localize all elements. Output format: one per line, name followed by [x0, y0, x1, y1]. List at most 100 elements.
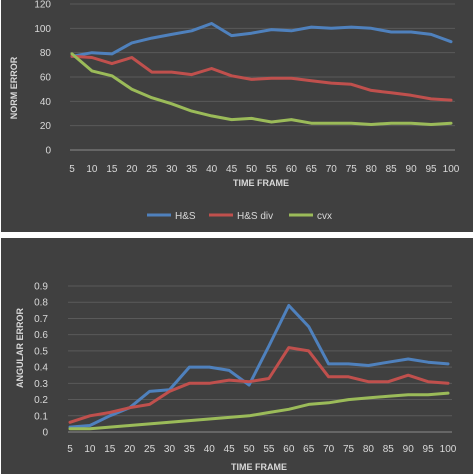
data-point-hands-div [210, 67, 213, 70]
x-tick-label: 10 [84, 444, 96, 455]
data-point-hands-div [247, 380, 251, 383]
data-point-hands-div [230, 74, 233, 77]
data-point-cvx [330, 122, 333, 125]
data-point-hands-div [389, 91, 393, 95]
x-tick-label: 80 [363, 444, 375, 455]
data-point-cvx [290, 118, 293, 121]
x-tick-label: 45 [224, 444, 236, 455]
data-point-hands [130, 41, 134, 45]
data-point-cvx [449, 122, 453, 125]
data-point-hands-div [190, 73, 193, 76]
x-tick-label: 100 [443, 164, 460, 175]
data-point-hands-div [110, 62, 114, 65]
data-point-hands [150, 36, 153, 40]
data-point-hands-div [168, 390, 171, 393]
data-point-hands [327, 362, 330, 366]
data-point-hands [426, 361, 430, 364]
data-point-hands-div [310, 79, 313, 82]
data-point-hands [350, 25, 353, 29]
data-point-hands [267, 344, 271, 348]
data-point-hands-div [270, 77, 273, 80]
data-point-hands-div [367, 380, 370, 383]
y-tick-label: 0.7 [34, 314, 48, 325]
y-tick-label: 0.5 [34, 346, 48, 357]
data-point-cvx [90, 69, 94, 73]
y-axis-title: ANGULAR ERROR [15, 308, 25, 388]
data-point-cvx [148, 422, 151, 426]
y-tick-label: 80 [40, 48, 52, 59]
x-tick-label: 5 [69, 164, 75, 175]
gridlines: 0 20 40 60 80 100 120 [34, 0, 455, 157]
data-point-hands [310, 25, 313, 29]
data-point-hands [287, 304, 291, 307]
data-point-cvx [389, 122, 393, 125]
x-tick-label: 100 [440, 444, 457, 455]
data-point-hands [446, 362, 450, 366]
x-tick-label: 50 [243, 444, 255, 455]
x-tick-label: 25 [144, 444, 156, 455]
x-tick-label: 55 [263, 444, 275, 455]
data-point-hands [227, 369, 231, 372]
data-point-cvx [367, 396, 370, 400]
series-cvx [70, 52, 453, 126]
series-cvx [68, 391, 450, 431]
x-tick-label: 90 [403, 444, 415, 455]
x-tick-label: 25 [146, 164, 158, 175]
x-tick-label: 40 [206, 164, 218, 175]
data-point-hands [290, 29, 293, 32]
data-point-hands-div [128, 406, 131, 409]
data-point-hands-div [150, 70, 153, 74]
x-tick-label: 90 [406, 164, 418, 175]
x-tick-label: 30 [166, 164, 178, 175]
x-tick-label: 65 [303, 444, 315, 455]
series-hands-div [68, 346, 450, 424]
data-point-cvx [170, 102, 173, 105]
data-point-hands-div [90, 56, 94, 59]
x-tick-label: 30 [164, 444, 176, 455]
data-point-hands [188, 365, 191, 369]
x-tick-labels: 5 10 15 20 25 30 35 40 45 50 55 60 65 70 75 80 85 90 95 100 [67, 444, 457, 455]
x-tick-label: 15 [104, 444, 116, 455]
data-point-hands-div [330, 81, 333, 85]
data-point-cvx [250, 117, 253, 120]
data-point-hands [88, 424, 92, 427]
data-point-hands [409, 30, 413, 34]
x-axis-title: TIME FRAME [231, 462, 287, 472]
data-point-hands-div [449, 98, 453, 102]
data-point-hands-div [287, 346, 291, 349]
x-tick-label: 95 [423, 444, 435, 455]
data-point-cvx [230, 118, 233, 121]
x-tick-label: 50 [246, 164, 258, 175]
series-line-hands-div [68, 346, 450, 424]
norm-error-chart-panel: NORM ERROR TIME FRAME H&S H&S div cvx 0 2… [1, 0, 473, 232]
data-point-cvx [446, 391, 450, 395]
series-hands-div [70, 54, 453, 102]
data-point-hands-div [426, 380, 430, 383]
data-point-hands-div [227, 378, 231, 382]
data-point-cvx [350, 122, 353, 125]
y-tick-label: 0 [45, 146, 51, 157]
data-point-hands-div [347, 375, 350, 379]
legend-label-h-and-s-div: H&S div [237, 211, 273, 222]
data-point-cvx [210, 114, 213, 118]
y-tick-label: 0.6 [34, 330, 48, 341]
data-point-hands [110, 52, 114, 56]
data-point-hands [389, 30, 393, 34]
data-point-cvx [426, 393, 430, 396]
data-point-hands [387, 361, 390, 364]
data-point-cvx [130, 87, 134, 91]
data-point-cvx [327, 401, 330, 404]
y-tick-label: 0 [42, 428, 48, 439]
data-point-hands-div [208, 382, 211, 385]
data-point-cvx [150, 96, 153, 99]
legend-label-cvx: cvx [317, 211, 332, 222]
x-tick-label: 95 [425, 164, 437, 175]
y-tick-label: 40 [40, 97, 52, 108]
data-point-hands-div [290, 77, 293, 80]
data-point-hands [367, 364, 370, 367]
data-point-hands [108, 414, 111, 417]
data-point-hands-div [387, 380, 390, 383]
data-point-hands-div [446, 382, 450, 385]
data-point-hands-div [130, 56, 134, 59]
data-point-hands-div [170, 70, 173, 74]
